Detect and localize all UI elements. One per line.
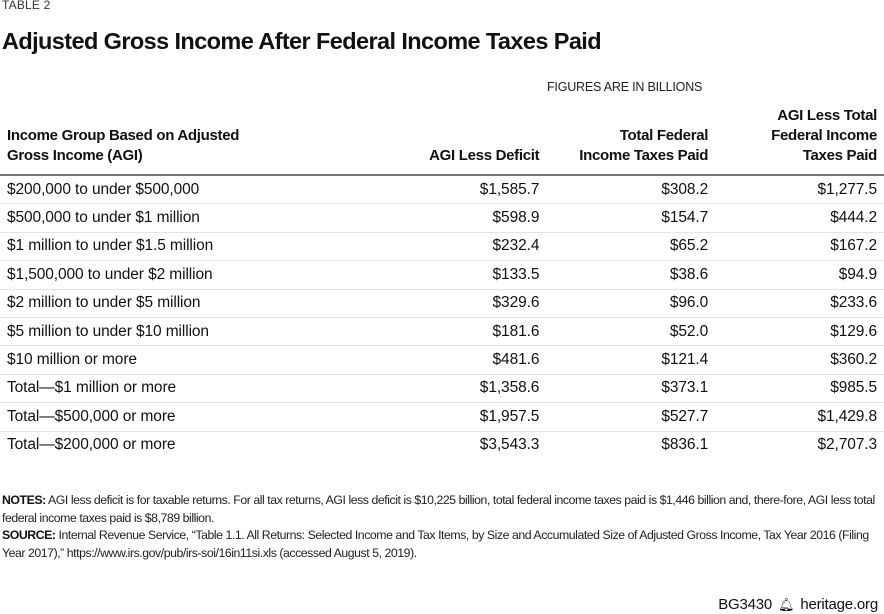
income-group-cell: $200,000 to under $500,000 (0, 175, 387, 205)
source-text: Internal Revenue Service, “Table 1.1. Al… (2, 528, 869, 560)
value-cell: $154.7 (539, 203, 708, 233)
value-cell: $1,358.6 (386, 374, 539, 404)
column-header: Income Group Based on Adjusted Gross Inco… (0, 106, 387, 176)
value-cell: $444.2 (708, 203, 884, 233)
value-cell: $181.6 (386, 317, 539, 347)
table-row: $2 million to under $5 million $329.6 $96.… (0, 289, 884, 318)
value-cell: $1,585.7 (386, 175, 539, 205)
table-row: Total—$1 million or more $1,358.6 $373.1 $9… (0, 374, 884, 404)
value-cell: $1,277.5 (708, 175, 884, 205)
value-cell: $373.1 (539, 374, 708, 404)
notes-section: NOTES: AGI less deficit is for taxable r… (2, 492, 882, 562)
source: SOURCE: Internal Revenue Service, “Table… (2, 527, 882, 562)
units-note: FIGURES ARE IN BILLIONS (547, 80, 703, 94)
value-cell: $308.2 (539, 175, 708, 205)
value-cell: $96.0 (539, 289, 708, 318)
value-cell: $121.4 (539, 345, 708, 375)
column-header-line: Total Federal (619, 127, 709, 144)
table-row: $1 million to under $1.5 million $232.4 $6… (0, 232, 884, 262)
notes-text: AGI less deficit is for taxable returns.… (2, 493, 875, 525)
value-cell: $481.6 (386, 345, 539, 375)
source-label: SOURCE: (2, 528, 56, 542)
notes-label: NOTES: (2, 493, 46, 507)
value-cell: $527.7 (539, 402, 708, 432)
value-cell: $94.9 (708, 260, 884, 290)
column-header-line: Income Group Based on Adjusted (7, 127, 240, 144)
value-cell: $52.0 (539, 317, 708, 347)
column-header-line: Taxes Paid (802, 147, 878, 164)
column-header: Total Federal Income Taxes Paid (539, 106, 709, 176)
income-group-cell: Total—$200,000 or more (7, 436, 176, 454)
table-row: $10 million or more $481.6 $121.4 $360.2 (0, 345, 884, 375)
site-link[interactable]: heritage.org (800, 596, 878, 613)
table-row: $1,500,000 to under $2 million $133.5 $38.… (0, 260, 884, 290)
table-header-row: Income Group Based on Adjusted Gross Inco… (0, 106, 884, 176)
value-cell: $985.5 (708, 374, 884, 404)
value-cell: $1,429.8 (708, 402, 884, 432)
column-header-line: AGI Less Total (777, 107, 877, 124)
report-code: BG3430 (718, 596, 773, 613)
value-cell: $129.6 (708, 317, 884, 347)
value-cell: $329.6 (386, 289, 539, 318)
value-cell: $232.4 (386, 232, 539, 262)
table-row: $5 million to under $10 million $181.6 $52… (0, 317, 884, 347)
column-header-line: Federal Income (771, 127, 877, 144)
income-group-cell: Total—$500,000 or more (0, 402, 387, 432)
column-header: AGI Less Total Federal Income Taxes Paid (708, 106, 884, 176)
column-header-line: Gross Income (AGI) (7, 147, 143, 164)
value-cell: $2,707.3 (817, 436, 877, 454)
page-title: Adjusted Gross Income After Federal Inco… (2, 28, 602, 54)
value-cell: $38.6 (539, 260, 708, 290)
column-header-line: Income Taxes Paid (579, 147, 709, 164)
income-group-cell: $1 million to under $1.5 million (0, 232, 387, 262)
value-cell: $598.9 (386, 203, 539, 233)
income-group-cell: $1,500,000 to under $2 million (0, 260, 387, 290)
income-group-cell: Total—$1 million or more (0, 374, 387, 404)
value-cell: $133.5 (386, 260, 539, 290)
table-row: $200,000 to under $500,000 $1,585.7 $308.2… (0, 175, 884, 205)
value-cell: $836.1 (661, 436, 709, 454)
table-row: Total—$500,000 or more $1,957.5 $527.7 $1,4… (0, 402, 884, 432)
value-cell: $1,957.5 (386, 402, 539, 432)
income-group-cell: $10 million or more (0, 345, 387, 375)
table-row: Total—$200,000 or more $3,543.3 $836.1 $2,7… (0, 431, 884, 459)
column-header-line: AGI Less Deficit (429, 147, 540, 164)
value-cell: $65.2 (539, 232, 708, 262)
table-label: TABLE 2 (2, 0, 51, 12)
liberty-bell-icon: 🔔︎ (778, 596, 795, 612)
footer: BG3430 🔔︎ heritage.org (718, 596, 878, 613)
data-table: Income Group Based on Adjusted Gross Inco… (0, 106, 884, 459)
income-group-cell: $500,000 to under $1 million (0, 203, 387, 233)
table-row: $500,000 to under $1 million $598.9 $154.7… (0, 203, 884, 233)
value-cell: $360.2 (708, 345, 884, 375)
income-group-cell: $2 million to under $5 million (0, 289, 387, 318)
value-cell: $233.6 (708, 289, 884, 318)
income-group-cell: $5 million to under $10 million (0, 317, 387, 347)
value-cell: $167.2 (708, 232, 884, 262)
value-cell: $3,543.3 (479, 436, 540, 454)
notes: NOTES: AGI less deficit is for taxable r… (2, 492, 882, 527)
column-header: AGI Less Deficit (386, 106, 540, 176)
